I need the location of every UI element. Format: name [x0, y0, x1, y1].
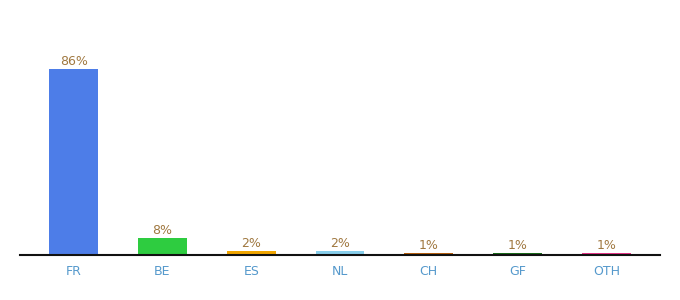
- Text: 2%: 2%: [241, 237, 261, 250]
- Bar: [227, 251, 275, 255]
- Text: 86%: 86%: [60, 55, 88, 68]
- Text: 1%: 1%: [596, 239, 616, 252]
- Text: 1%: 1%: [507, 239, 528, 252]
- Bar: [582, 253, 631, 255]
- Bar: [49, 69, 98, 255]
- Text: 2%: 2%: [330, 237, 350, 250]
- Text: 8%: 8%: [152, 224, 173, 237]
- Text: 1%: 1%: [419, 239, 439, 252]
- Bar: [405, 253, 453, 255]
- Bar: [138, 238, 187, 255]
- Bar: [316, 251, 364, 255]
- Bar: [493, 253, 542, 255]
